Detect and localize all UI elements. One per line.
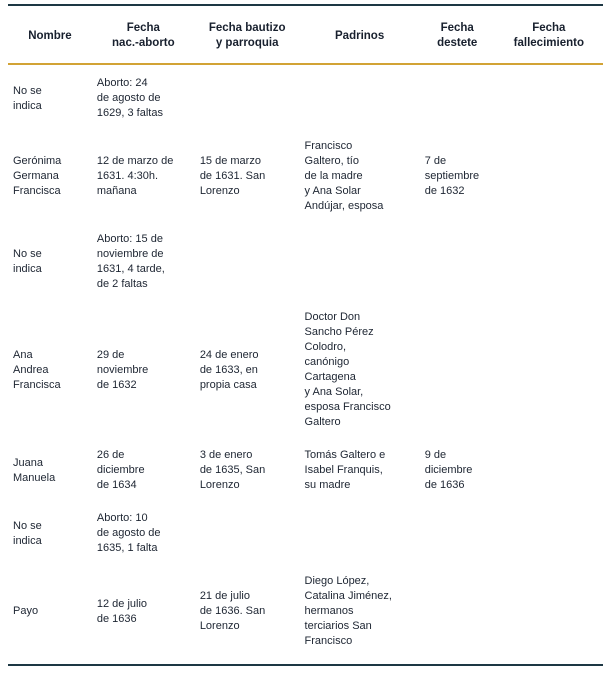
table-cell — [195, 90, 300, 108]
table-row: No se indica Aborto: 15 de noviembre de … — [8, 223, 603, 301]
table-cell: 7 de septiembre de 1632 — [424, 155, 480, 197]
table-cell — [420, 90, 495, 108]
table-row: Gerónima Germana Francisca 12 de marzo d… — [8, 130, 603, 223]
column-header-fecha-nac-aborto: Fecha nac.-aborto — [112, 22, 175, 49]
table-row: Ana Andrea Francisca 29 de noviembre de … — [8, 301, 603, 439]
table-cell — [195, 253, 300, 271]
table-row: No se indica Aborto: 24 de agosto de 162… — [8, 67, 603, 130]
top-rule — [8, 4, 603, 6]
table-cell — [495, 253, 603, 271]
table-cell: 12 de marzo de 1631. 4:30h. mañana — [96, 155, 174, 197]
table-cell: Payo — [13, 605, 39, 617]
table-cell: Juana Manuela — [13, 456, 56, 484]
table-row: No se indica Aborto: 10 de agosto de 163… — [8, 502, 603, 565]
table-cell: 21 de julio de 1636. San Lorenzo — [199, 590, 266, 632]
table-cell: 3 de enero de 1635, San Lorenzo — [199, 449, 266, 491]
table-cell: Diego López, Catalina Jiménez, hermanos … — [304, 575, 392, 647]
table-cell: No se indica — [13, 248, 42, 275]
table-cell: 24 de enero de 1633, en propia casa — [199, 348, 259, 391]
table-cell: Doctor Don Sancho Pérez Colodro, canónig… — [304, 311, 391, 428]
column-header-fecha-bautizo: Fecha bautizo y parroquia — [208, 22, 286, 49]
table-header-row: Nombre Fecha nac.-aborto Fecha bautizo y… — [8, 6, 603, 63]
table-cell: Aborto: 15 de noviembre de 1631, 4 tarde… — [96, 233, 165, 290]
table-cell: No se indica — [13, 519, 42, 547]
table-row: Juana Manuela 26 de diciembre de 1634 3 … — [8, 439, 603, 502]
table-cell — [420, 361, 495, 379]
table-cell — [495, 168, 603, 186]
table-row: Payo 12 de julio de 1636 21 de julio de … — [8, 565, 603, 658]
table-cell: 29 de noviembre de 1632 — [96, 348, 149, 391]
table-cell: Aborto: 24 de agosto de 1629, 3 faltas — [96, 77, 163, 119]
table-cell — [495, 361, 603, 379]
table-cell: Aborto: 10 de agosto de 1635, 1 falta — [96, 512, 161, 554]
table-cell — [495, 525, 603, 543]
table-cell: Francisco Galtero, tío de la madre y Ana… — [304, 140, 384, 212]
table-cell — [495, 462, 603, 480]
column-header-padrinos: Padrinos — [335, 29, 385, 42]
table-cell: Tomás Galtero e Isabel Franquis, su madr… — [304, 449, 386, 491]
table-cell — [495, 603, 603, 621]
table-body: No se indica Aborto: 24 de agosto de 162… — [8, 65, 603, 658]
table-cell — [420, 253, 495, 271]
table-cell: 12 de julio de 1636 — [96, 597, 148, 625]
table-cell: Gerónima Germana Francisca — [13, 155, 62, 197]
column-header-fecha-fallecimiento: Fecha fallecimiento — [513, 22, 584, 49]
table-cell: No se indica — [13, 84, 42, 112]
table-cell — [495, 90, 603, 108]
header-rule — [8, 63, 603, 65]
table-cell: Ana Andrea Francisca — [13, 348, 61, 391]
table-cell — [300, 90, 420, 108]
column-header-fecha-destete: Fecha destete — [437, 22, 478, 49]
table-cell: 9 de diciembre de 1636 — [424, 449, 473, 491]
table-cell — [195, 525, 300, 543]
table-cell: 15 de marzo de 1631. San Lorenzo — [199, 155, 266, 197]
bottom-rule — [8, 664, 603, 666]
table-cell — [300, 525, 420, 543]
table-cell — [420, 603, 495, 621]
table-cell — [420, 525, 495, 543]
column-header-nombre: Nombre — [28, 29, 72, 42]
table-cell: 26 de diciembre de 1634 — [96, 449, 145, 491]
table-cell — [300, 253, 420, 271]
